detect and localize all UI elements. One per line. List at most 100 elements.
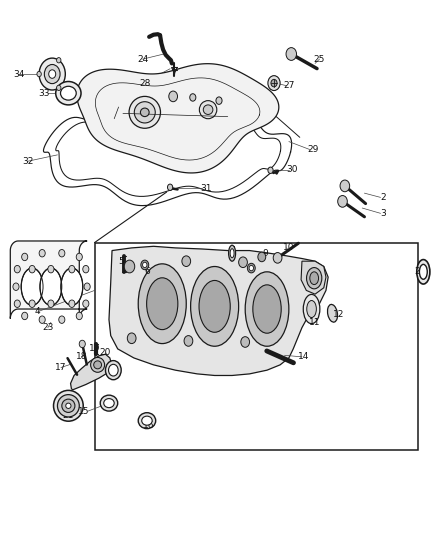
Circle shape <box>76 312 82 320</box>
Circle shape <box>59 316 65 324</box>
Text: 12: 12 <box>333 310 345 319</box>
Circle shape <box>21 312 28 320</box>
Circle shape <box>39 58 65 90</box>
Circle shape <box>127 333 136 344</box>
Text: 5: 5 <box>118 257 124 265</box>
Ellipse shape <box>253 285 281 333</box>
Circle shape <box>182 256 191 266</box>
Circle shape <box>141 260 149 270</box>
Ellipse shape <box>40 268 62 305</box>
Ellipse shape <box>203 105 213 115</box>
Text: 19: 19 <box>89 344 100 353</box>
Text: 22: 22 <box>414 268 425 276</box>
Circle shape <box>216 97 222 104</box>
Text: 21: 21 <box>63 411 74 420</box>
Text: 17: 17 <box>55 363 67 372</box>
Ellipse shape <box>138 264 186 344</box>
Circle shape <box>338 196 347 207</box>
Ellipse shape <box>134 102 155 123</box>
Ellipse shape <box>199 101 217 119</box>
Text: 9: 9 <box>262 249 268 258</box>
Ellipse shape <box>100 395 118 411</box>
Ellipse shape <box>53 390 83 421</box>
Text: 33: 33 <box>39 88 50 98</box>
Circle shape <box>286 47 297 60</box>
Circle shape <box>268 76 280 91</box>
Text: 3: 3 <box>380 209 385 218</box>
Text: 11: 11 <box>309 318 321 327</box>
Circle shape <box>21 253 28 261</box>
Circle shape <box>241 337 250 348</box>
Ellipse shape <box>199 280 230 332</box>
Ellipse shape <box>21 268 43 305</box>
Circle shape <box>49 70 56 78</box>
Circle shape <box>83 300 89 308</box>
Circle shape <box>239 257 247 268</box>
Circle shape <box>84 283 90 290</box>
Circle shape <box>69 300 75 308</box>
Circle shape <box>29 265 35 273</box>
Ellipse shape <box>310 272 318 285</box>
Ellipse shape <box>66 403 71 408</box>
Ellipse shape <box>57 394 79 417</box>
Circle shape <box>39 316 45 324</box>
Circle shape <box>124 260 135 273</box>
Text: 18: 18 <box>76 352 87 361</box>
Circle shape <box>169 91 177 102</box>
Text: 2: 2 <box>380 193 385 202</box>
Circle shape <box>143 262 147 268</box>
Ellipse shape <box>62 399 75 413</box>
Circle shape <box>271 79 277 87</box>
Ellipse shape <box>230 249 234 258</box>
Circle shape <box>39 249 45 257</box>
Ellipse shape <box>129 96 160 128</box>
Circle shape <box>29 300 35 308</box>
Circle shape <box>13 283 19 290</box>
Text: 28: 28 <box>139 78 151 87</box>
Ellipse shape <box>303 294 320 324</box>
Ellipse shape <box>56 82 81 105</box>
Ellipse shape <box>229 245 236 261</box>
Circle shape <box>184 336 193 346</box>
Circle shape <box>190 94 196 101</box>
Circle shape <box>57 85 61 91</box>
Circle shape <box>14 265 20 273</box>
Text: 27: 27 <box>283 81 294 90</box>
Text: 7: 7 <box>229 246 235 255</box>
Circle shape <box>14 300 20 308</box>
Ellipse shape <box>106 361 121 379</box>
Circle shape <box>83 265 89 273</box>
Text: 24: 24 <box>137 55 148 63</box>
Text: 10: 10 <box>283 244 295 253</box>
Ellipse shape <box>109 365 118 376</box>
Ellipse shape <box>60 86 76 100</box>
Text: 32: 32 <box>22 157 33 166</box>
Circle shape <box>48 265 54 273</box>
Circle shape <box>340 180 350 192</box>
Circle shape <box>268 167 273 173</box>
Circle shape <box>48 300 54 308</box>
Text: 16: 16 <box>143 422 155 431</box>
Circle shape <box>249 265 254 271</box>
Polygon shape <box>71 354 112 390</box>
Text: 14: 14 <box>298 352 310 361</box>
Circle shape <box>76 253 82 261</box>
Ellipse shape <box>191 266 239 346</box>
Text: 15: 15 <box>78 407 89 416</box>
Polygon shape <box>109 246 328 375</box>
Polygon shape <box>77 63 279 173</box>
Text: 25: 25 <box>314 55 325 63</box>
Circle shape <box>69 265 75 273</box>
Ellipse shape <box>138 413 155 429</box>
Polygon shape <box>11 241 87 319</box>
Ellipse shape <box>141 108 149 117</box>
Ellipse shape <box>147 278 178 329</box>
Ellipse shape <box>417 260 430 284</box>
Ellipse shape <box>307 268 322 289</box>
Text: 29: 29 <box>307 145 318 154</box>
Ellipse shape <box>91 358 105 372</box>
Text: 30: 30 <box>286 165 298 174</box>
Ellipse shape <box>307 301 316 318</box>
Circle shape <box>273 253 282 263</box>
Circle shape <box>258 252 266 262</box>
